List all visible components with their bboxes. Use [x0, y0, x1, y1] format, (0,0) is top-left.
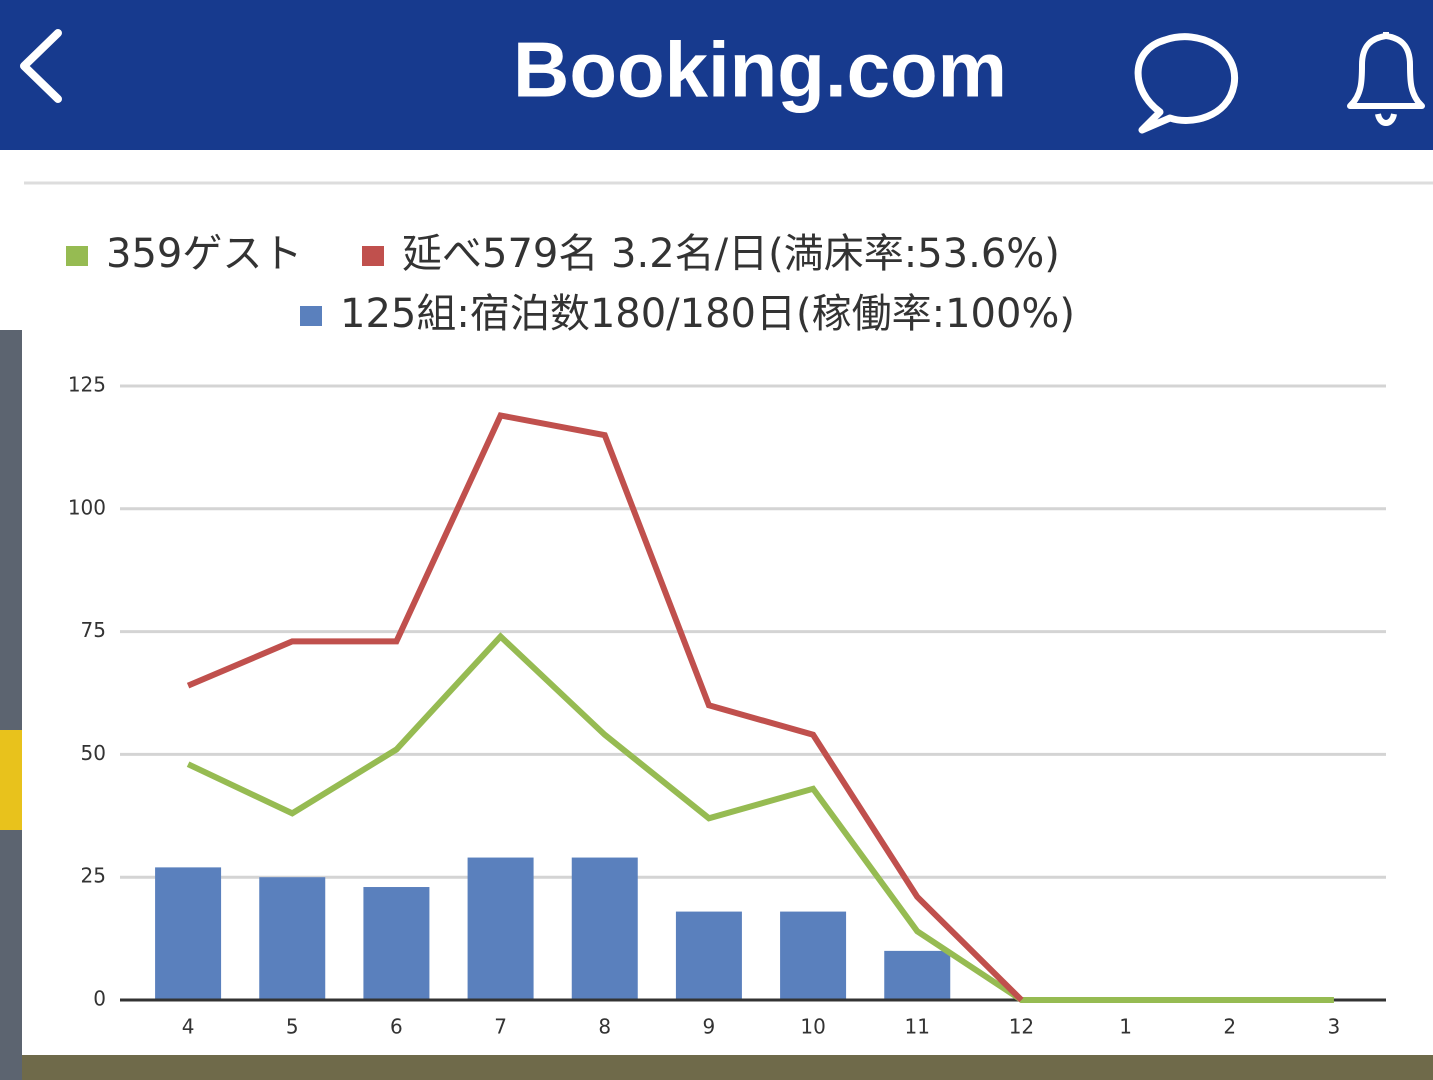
top-bar [0, 0, 1433, 150]
legend-label: 延べ579名 3.2名/日(満床率:53.6%) [402, 231, 1060, 277]
y-tick-label: 50 [81, 741, 106, 765]
back-button[interactable] [20, 29, 62, 103]
legend-swatch [300, 306, 322, 326]
bar [155, 867, 222, 1000]
y-tick-label: 125 [68, 373, 106, 397]
bar [259, 877, 326, 1000]
legend-swatch [362, 246, 384, 266]
x-tick-label: 4 [182, 1015, 195, 1039]
x-tick-label: 7 [494, 1015, 507, 1039]
y-tick-label: 100 [68, 495, 106, 519]
line [186, 412, 1024, 1003]
bar [363, 887, 430, 1000]
x-tick-label: 1 [1119, 1015, 1132, 1039]
bar [571, 857, 638, 1000]
background-photo [0, 1055, 1433, 1080]
y-tick-label: 0 [93, 987, 106, 1011]
y-tick-label: 75 [81, 618, 106, 642]
x-tick-label: 6 [390, 1015, 403, 1039]
x-tick-label: 5 [286, 1015, 299, 1039]
legend-swatch [66, 246, 88, 266]
legend-label: 359ゲスト [106, 231, 302, 277]
x-tick-label: 10 [800, 1015, 825, 1039]
background-photo [0, 730, 22, 830]
bar [780, 911, 847, 1000]
brand-logo[interactable]: Booking.com [513, 26, 1007, 114]
y-tick-label: 25 [81, 864, 106, 888]
line [186, 632, 1334, 1003]
x-tick-label: 9 [703, 1015, 716, 1039]
background-photo [0, 330, 22, 1080]
content-area [0, 150, 1433, 330]
x-tick-label: 12 [1009, 1015, 1034, 1039]
legend-label: 125組:宿泊数180/180日(稼働率:100%) [340, 291, 1075, 337]
x-tick-label: 8 [598, 1015, 611, 1039]
x-tick-label: 3 [1328, 1015, 1341, 1039]
bar [675, 911, 742, 1000]
bar [467, 857, 534, 1000]
x-tick-label: 11 [905, 1015, 930, 1039]
notification-button[interactable] [1347, 32, 1425, 126]
bar [884, 950, 951, 1000]
chat-button[interactable] [1134, 33, 1239, 134]
x-tick-label: 2 [1223, 1015, 1236, 1039]
